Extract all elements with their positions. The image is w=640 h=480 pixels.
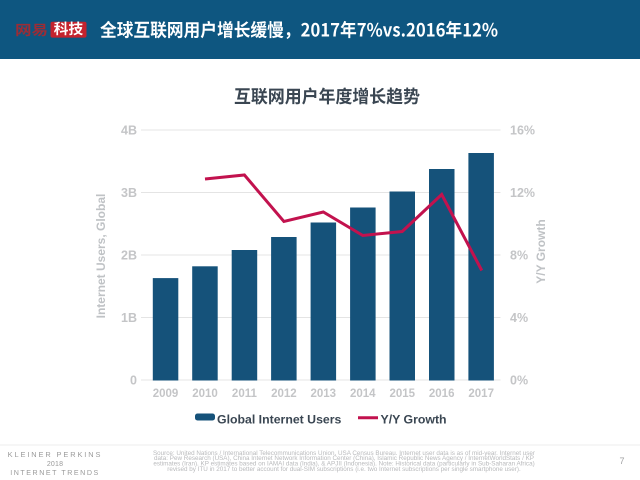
svg-text:0: 0	[130, 373, 137, 387]
svg-text:2014: 2014	[350, 388, 376, 400]
svg-text:4B: 4B	[121, 123, 137, 137]
svg-text:0%: 0%	[510, 373, 528, 387]
svg-text:2018: 2018	[47, 461, 63, 468]
svg-text:2016: 2016	[429, 388, 455, 400]
svg-text:2010: 2010	[192, 388, 218, 400]
svg-text:2B: 2B	[121, 248, 137, 262]
svg-text:2013: 2013	[311, 388, 337, 400]
svg-text:12%: 12%	[510, 186, 535, 200]
svg-text:7: 7	[619, 456, 624, 466]
svg-text:2011: 2011	[232, 388, 258, 400]
svg-text:8%: 8%	[510, 248, 528, 262]
svg-text:Global Internet Users: Global Internet Users	[217, 412, 342, 426]
svg-text:2009: 2009	[153, 388, 179, 400]
svg-text:estimates (Iran). KP estimates: estimates (Iran). KP estimates based on …	[153, 461, 534, 468]
svg-text:KLEINER PERKINS: KLEINER PERKINS	[8, 450, 103, 459]
svg-text:3B: 3B	[121, 186, 137, 200]
svg-text:INTERNET TRENDS: INTERNET TRENDS	[10, 469, 100, 477]
svg-text:revised by ITU in 2017 to bett: revised by ITU in 2017 to better account…	[167, 466, 521, 473]
svg-text:1B: 1B	[121, 311, 137, 325]
svg-text:2015: 2015	[390, 388, 416, 400]
svg-text:Y/Y Growth: Y/Y Growth	[381, 412, 447, 426]
svg-text:4%: 4%	[510, 311, 528, 325]
svg-text:2017: 2017	[468, 388, 494, 400]
svg-text:2012: 2012	[271, 388, 297, 400]
svg-text:data: Pew Research (USA), Chin: data: Pew Research (USA), China Internet…	[154, 455, 534, 462]
svg-text:Internet Users, Global: Internet Users, Global	[94, 194, 108, 319]
svg-text:Source: United Nations / Inter: Source: United Nations / International T…	[153, 450, 535, 457]
svg-text:16%: 16%	[510, 123, 535, 137]
svg-text:Y/Y Growth: Y/Y Growth	[534, 219, 548, 283]
